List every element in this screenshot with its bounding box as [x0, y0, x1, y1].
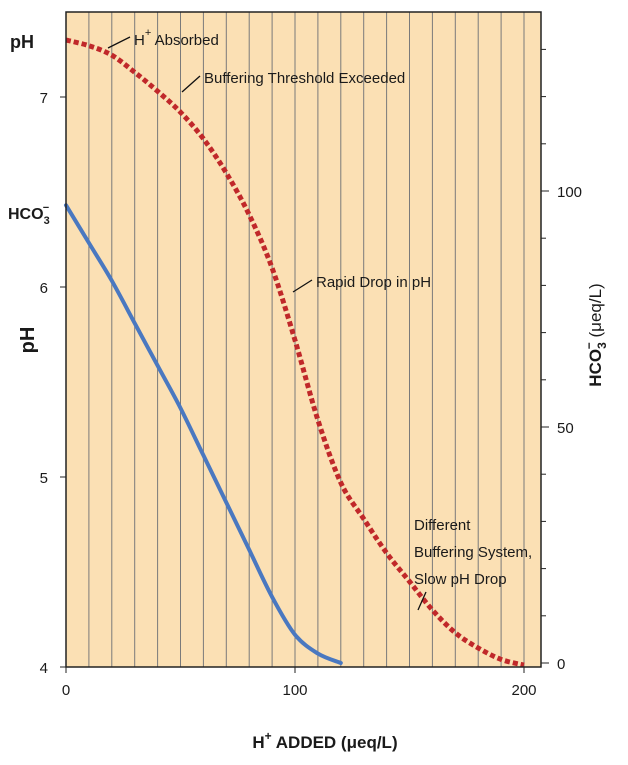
y-right-tick-label-100: 100 — [557, 184, 582, 201]
x-tick-label-200: 200 — [511, 682, 536, 699]
pointer-rapid-drop — [292, 279, 313, 293]
y-right-tick-label-50: 50 — [557, 420, 574, 437]
y-right-tick-label-0: 0 — [557, 656, 565, 673]
series-group — [64, 37, 525, 668]
y-axis-label-right: HCO3− (μeq/L) — [582, 283, 609, 386]
series-line-hco3 — [64, 203, 343, 665]
annotation-buffering-threshold: Buffering Threshold Exceeded — [204, 70, 405, 87]
annotation-different-line-2: Buffering System, — [414, 544, 532, 561]
annotation-pointers — [107, 36, 427, 611]
pointer-buffering-threshold — [181, 75, 201, 93]
pointer-different-buffering — [417, 591, 427, 611]
x-axis-label: H+ ADDED (μeq/L) — [252, 729, 397, 752]
plot-frame — [65, 11, 542, 668]
axis-ticks: 0 100 200 4 5 6 7 0 50 100 — [40, 48, 582, 699]
y-left-tick-label-6: 6 — [40, 280, 48, 297]
annotation-different-line-1: Different — [414, 517, 471, 534]
ph-inline-label: pH — [10, 32, 34, 52]
x-tick-label-100: 100 — [282, 682, 307, 699]
y-left-tick-label-4: 4 — [40, 660, 48, 677]
series-line-ph — [65, 37, 525, 668]
y-axis-label-left: pH — [17, 327, 39, 354]
annotation-h-absorbed: H+ Absorbed — [134, 27, 219, 49]
y-left-tick-label-7: 7 — [40, 90, 48, 107]
pointer-h-absorbed — [107, 36, 131, 49]
x-tick-label-0: 0 — [62, 682, 70, 699]
annotation-different-line-3: Slow pH Drop — [414, 571, 507, 588]
plot-background — [66, 12, 541, 667]
y-left-tick-label-5: 5 — [40, 470, 48, 487]
grid-lines — [88, 12, 525, 667]
hco3-inline-label: HCO3− — [8, 202, 50, 227]
annotation-rapid-drop: Rapid Drop in pH — [316, 274, 431, 291]
